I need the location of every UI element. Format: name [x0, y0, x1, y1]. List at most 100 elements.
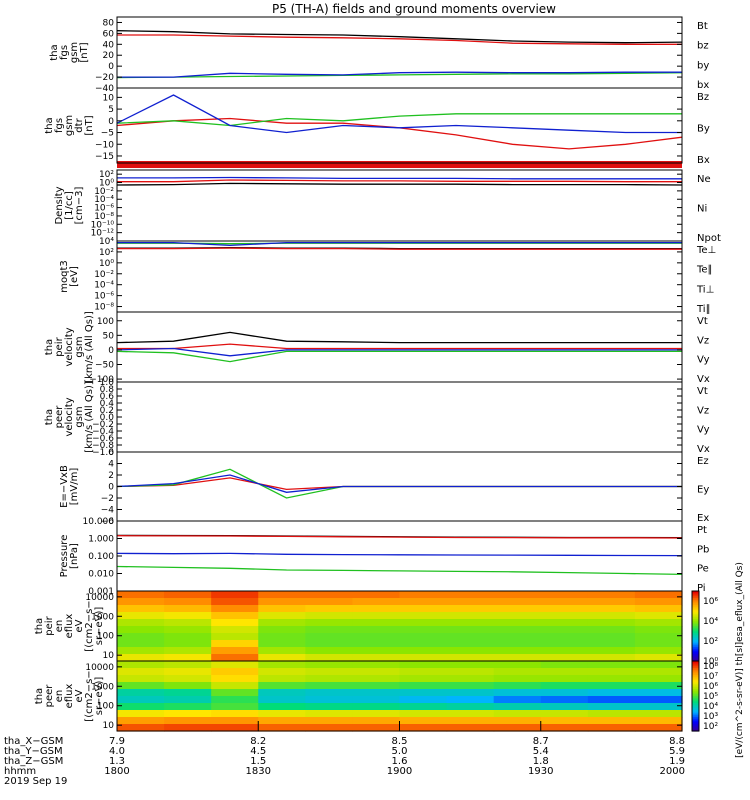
- heat-cell: [164, 633, 212, 641]
- colorbar-segment: [692, 620, 699, 624]
- heat-cell: [399, 640, 448, 648]
- legend-entry: Ne: [697, 174, 711, 185]
- series-Npot: [117, 176, 682, 180]
- y-tick-label: 10000: [85, 663, 114, 673]
- colorbar-segment: [692, 675, 699, 678]
- heat-cell: [117, 605, 165, 613]
- heat-cell: [446, 591, 495, 599]
- colorbar-segment: [692, 685, 699, 688]
- heat-cell: [493, 612, 542, 620]
- y-tick-label: 1.000: [88, 535, 114, 545]
- heat-cell: [305, 689, 354, 697]
- heat-cell: [399, 647, 448, 655]
- heat-cell: [352, 682, 401, 690]
- heat-cell: [117, 689, 165, 697]
- panel-7: Ez Ey Ex 6 42 0−2 −4−6 E=−VxB [mV/m]: [59, 448, 709, 527]
- heat-cell: [258, 724, 306, 732]
- legend-entry: Vt: [697, 386, 708, 397]
- heat-cell: [164, 696, 212, 704]
- y-axis-label: E=−VxB: [59, 465, 70, 508]
- heat-cell: [587, 703, 636, 711]
- heat-cell: [352, 689, 401, 697]
- y-tick-label: 1000: [91, 612, 114, 622]
- colorbar-segment: [692, 615, 699, 618]
- colorbar-segment: [692, 640, 699, 643]
- heat-cell: [446, 647, 495, 655]
- legend-entry: Ez: [697, 456, 709, 467]
- colorbar-tick-label: 10⁴: [703, 617, 718, 627]
- heat-cell: [446, 626, 495, 634]
- colorbar-segment: [692, 631, 699, 634]
- colorbar-segment: [692, 708, 699, 711]
- footer-value: 1830: [246, 766, 271, 777]
- y-tick-label: −6: [101, 517, 115, 527]
- y-tick-label: 10⁻²: [94, 270, 114, 280]
- y-axis-label: Density: [54, 186, 65, 224]
- heat-cell: [540, 717, 589, 725]
- heat-cell: [446, 598, 495, 606]
- legend-entry: Vz: [697, 335, 709, 346]
- y-tick-label: −2: [101, 494, 114, 504]
- heat-cell: [540, 675, 589, 683]
- heat-cell: [164, 591, 212, 599]
- legend-entry: Ey: [697, 485, 709, 496]
- colorbar-segment: [692, 603, 699, 606]
- heat-cell: [446, 633, 495, 641]
- legend-entry: Ti∥: [696, 304, 711, 315]
- footer-value: 8.8: [669, 736, 685, 747]
- footer-value: 4.5: [250, 746, 266, 757]
- heat-cell: [258, 633, 306, 641]
- heat-cell: [305, 696, 354, 704]
- legend-entry: Pi: [697, 583, 706, 594]
- y-tick-label: 10⁻⁶: [94, 292, 114, 302]
- footer-row-label: tha_X−GSM: [4, 736, 63, 747]
- y-axis-label: gsm: [64, 115, 75, 136]
- heat-cell: [634, 661, 683, 669]
- y-axis-label: tha: [44, 117, 55, 133]
- heat-cell: [258, 640, 306, 648]
- colorbar-segment: [692, 662, 699, 666]
- colorbar-segment: [692, 643, 699, 646]
- heat-cell: [587, 675, 636, 683]
- y-tick-label: 1000: [91, 682, 114, 692]
- heat-cell: [399, 724, 448, 732]
- heat-cell: [493, 661, 542, 669]
- y-axis-label: peer: [54, 405, 65, 429]
- heat-cell: [446, 654, 495, 662]
- heat-cell: [587, 654, 636, 662]
- heat-cell: [399, 598, 448, 606]
- heat-cell: [493, 654, 542, 662]
- heat-cell: [258, 647, 306, 655]
- heat-cell: [258, 689, 306, 697]
- y-tick-label: 0.001: [88, 587, 114, 597]
- heat-cell: [164, 647, 212, 655]
- heat-cell: [258, 654, 306, 662]
- legend-entry: Bz: [697, 92, 709, 103]
- heat-cell: [399, 661, 448, 669]
- y-tick-label: 0.6: [100, 392, 115, 402]
- heat-cell: [258, 675, 306, 683]
- y-tick-label: 20: [103, 51, 115, 61]
- colorbar-segment: [692, 715, 699, 718]
- y-tick-label: 100: [97, 317, 114, 327]
- heat-cell: [540, 703, 589, 711]
- y-tick-label: 10²: [99, 170, 114, 180]
- y-tick-label: 4: [108, 460, 114, 470]
- y-tick-label: −100: [89, 375, 114, 385]
- legend-entry: Pe: [697, 564, 709, 575]
- legend-entry: Bx: [697, 155, 710, 166]
- heat-cell: [540, 689, 589, 697]
- y-tick-label: 100: [97, 632, 114, 642]
- colorbar-segment: [692, 636, 699, 639]
- colorbar-segment: [692, 613, 699, 617]
- colorbar-segment: [692, 622, 699, 625]
- y-tick-label: 10: [103, 651, 115, 661]
- colorbar-segment: [692, 676, 699, 680]
- heat-cell: [493, 647, 542, 655]
- heat-cell: [493, 696, 542, 704]
- colorbar-segment: [692, 596, 699, 599]
- heat-cell: [446, 661, 495, 669]
- colorbar-segment: [692, 697, 699, 701]
